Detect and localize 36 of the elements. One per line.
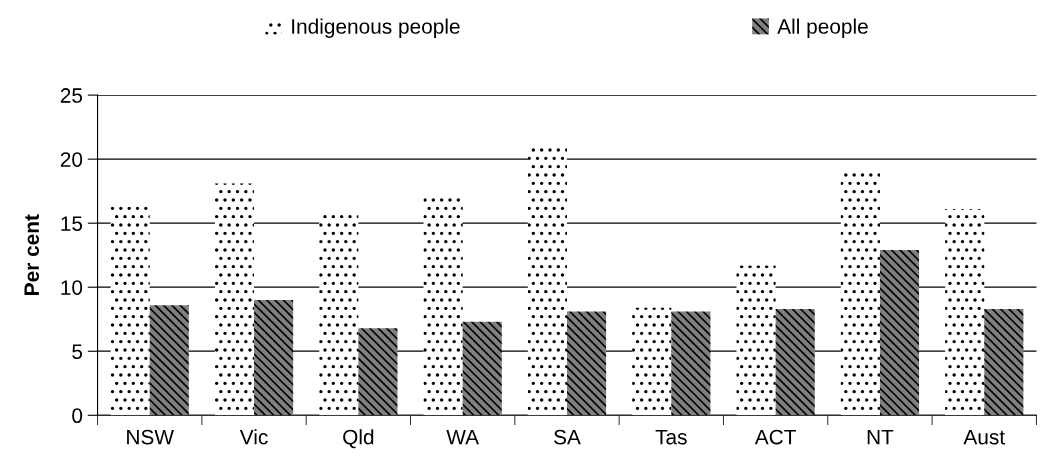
x-tick-label: WA [446, 429, 480, 445]
legend-label: All people [777, 18, 868, 38]
bar [149, 305, 189, 416]
bar [945, 209, 985, 416]
bar [462, 321, 502, 416]
bar [736, 265, 776, 416]
bar [671, 311, 711, 416]
x-tick-label: SA [554, 429, 581, 445]
y-tick-label: 20 [60, 152, 83, 167]
bar [984, 308, 1024, 416]
x-tick-label: ACT [754, 429, 796, 445]
x-tick-label: NSW [127, 429, 174, 445]
bar [214, 183, 255, 416]
y-tick-label: 0 [72, 408, 83, 424]
x-tick-label: Aust [963, 429, 1005, 445]
bar [879, 250, 920, 416]
bar [254, 300, 294, 416]
x-tick-label: Vic [239, 429, 268, 445]
y-tick-label: 10 [61, 280, 83, 295]
bar [319, 212, 359, 416]
x-tick-label: NT [867, 429, 894, 445]
x-tick-label: Qld [343, 429, 374, 449]
y-tick-label: 5 [72, 344, 83, 359]
legend-label: Indigenous people [292, 18, 460, 38]
bar [358, 328, 398, 416]
bar [632, 307, 672, 416]
y-tick-label: 15 [61, 216, 83, 231]
bar [775, 308, 815, 416]
bar [566, 311, 607, 416]
y-axis-title: Per cent [24, 214, 40, 295]
bar [840, 171, 880, 416]
y-tick-label: 25 [60, 88, 83, 103]
bar [527, 143, 567, 416]
bar [110, 205, 150, 416]
x-tick-label: Tas [655, 429, 687, 445]
bar [423, 197, 463, 416]
